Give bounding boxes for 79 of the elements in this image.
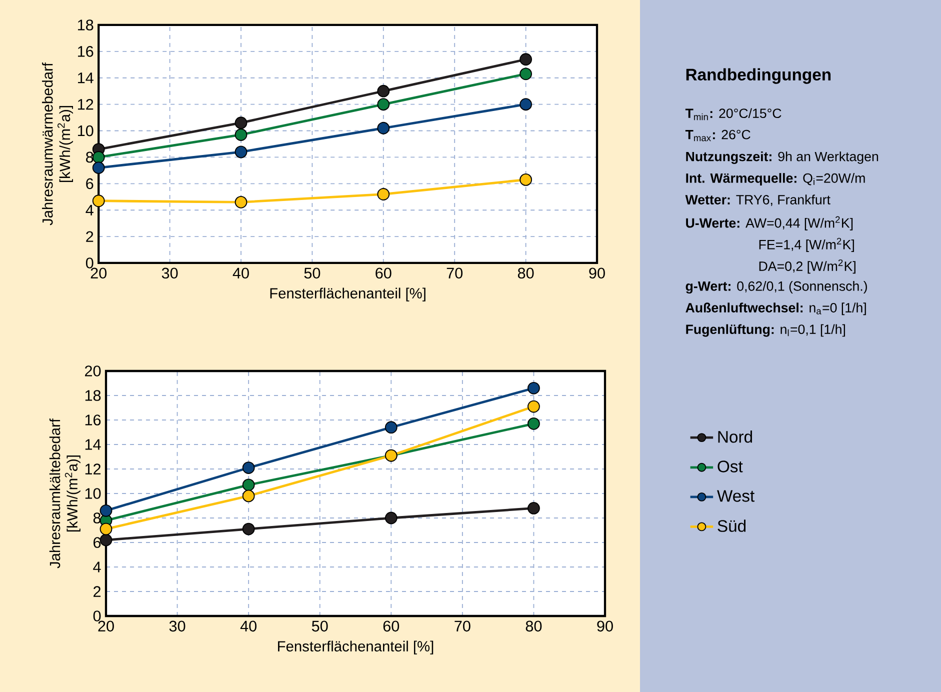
point <box>100 534 112 546</box>
point <box>242 490 255 502</box>
text: FE=1,4 [W/m$^{2}$K] <box>759 238 854 252</box>
text: Außenluftwechsel: n$_{a}$=0 [1/h] <box>686 302 866 316</box>
x-tick-label: 90 <box>597 620 613 632</box>
text: g-Wert: 0,62/0,1 (Sonnensch.) <box>686 281 867 294</box>
y-tick-label: 6 <box>94 537 101 548</box>
point <box>377 84 390 98</box>
point <box>520 98 532 111</box>
text: T$_{min}$: 20°C/15°C <box>685 108 782 120</box>
point <box>528 400 540 413</box>
y-tick-label: 8 <box>93 512 101 524</box>
y-tick-label: 0 <box>93 610 101 622</box>
point <box>242 522 255 536</box>
point <box>234 146 248 158</box>
point <box>100 522 112 536</box>
legend-label: Ost <box>718 460 743 472</box>
y-tick-label: 14 <box>78 72 94 84</box>
text: Int. Wärmequelle: Q$_{i}$=20W/m <box>686 173 865 186</box>
y-tick-label: 14 <box>85 439 101 450</box>
x-axis-title: Fensterflächenanteil [%] <box>270 288 426 302</box>
text: Nutzungszeit: 9h an Werktagen <box>686 151 878 164</box>
text: U-Werte: AW=0,44 [W/m$^{2}$K] <box>686 216 853 230</box>
x-tick-label: 90 <box>589 268 605 279</box>
y-tick-label: 12 <box>78 98 94 110</box>
y-tick-label: 12 <box>85 464 101 474</box>
x-tick-label: 60 <box>376 268 392 279</box>
y-tick-label: 2 <box>86 231 94 242</box>
text: Wetter: TRY6, Frankfurt <box>685 194 830 206</box>
point <box>92 162 105 174</box>
y-tick-label: 16 <box>85 414 101 426</box>
point <box>92 194 105 208</box>
y-tick-label: 10 <box>85 488 101 499</box>
point <box>520 173 532 186</box>
x-tick-label: 40 <box>240 620 256 632</box>
y-tick-label: 18 <box>85 390 101 401</box>
point <box>377 188 390 200</box>
y-tick-label: 0 <box>86 258 94 268</box>
point <box>377 98 390 111</box>
point <box>528 382 540 394</box>
point <box>377 122 390 134</box>
x-tick-label: 40 <box>232 268 249 279</box>
y-tick-label: 10 <box>78 125 94 136</box>
y-tick-label: 4 <box>93 562 101 572</box>
x-tick-label: 80 <box>518 268 534 279</box>
point <box>234 128 248 141</box>
x-axis-title: Fensterflächenanteil [%] <box>278 640 434 654</box>
x-tick-label: 30 <box>162 268 178 279</box>
point <box>100 504 112 517</box>
point <box>384 421 398 434</box>
x-tick-label: 60 <box>383 620 400 632</box>
point <box>528 417 540 430</box>
y-tick-label: 20 <box>85 366 101 376</box>
y-tick-label: 16 <box>78 46 94 57</box>
text: DA=0,2 [W/m$^{2}$K] <box>759 259 856 274</box>
y-tick-label: 6 <box>86 178 94 190</box>
text: Fugenlüftung: n$_{l}$=0,1 [1/h] <box>686 324 845 337</box>
point <box>528 502 540 514</box>
point <box>520 68 532 80</box>
text: Randbedingungen <box>686 68 831 84</box>
point <box>234 196 248 208</box>
point <box>242 462 255 474</box>
x-tick-label: 70 <box>454 620 470 632</box>
x-tick-label: 80 <box>526 620 542 632</box>
y-tick-label: 2 <box>94 586 101 597</box>
y-tick-label: 18 <box>78 20 94 30</box>
legend-label: Süd <box>718 520 746 532</box>
x-tick-label: 70 <box>446 268 463 279</box>
text: T$_{max}$: 26°C <box>685 130 750 142</box>
point <box>520 53 532 66</box>
y-tick-label: 4 <box>86 204 94 216</box>
point <box>234 116 248 130</box>
point <box>384 512 398 524</box>
x-tick-label: 50 <box>304 268 320 279</box>
legend-label: Nord <box>718 430 752 443</box>
x-tick-label: 30 <box>169 620 186 632</box>
point <box>242 478 255 492</box>
x-tick-label: 50 <box>312 620 328 632</box>
legend-label: West <box>717 490 754 502</box>
